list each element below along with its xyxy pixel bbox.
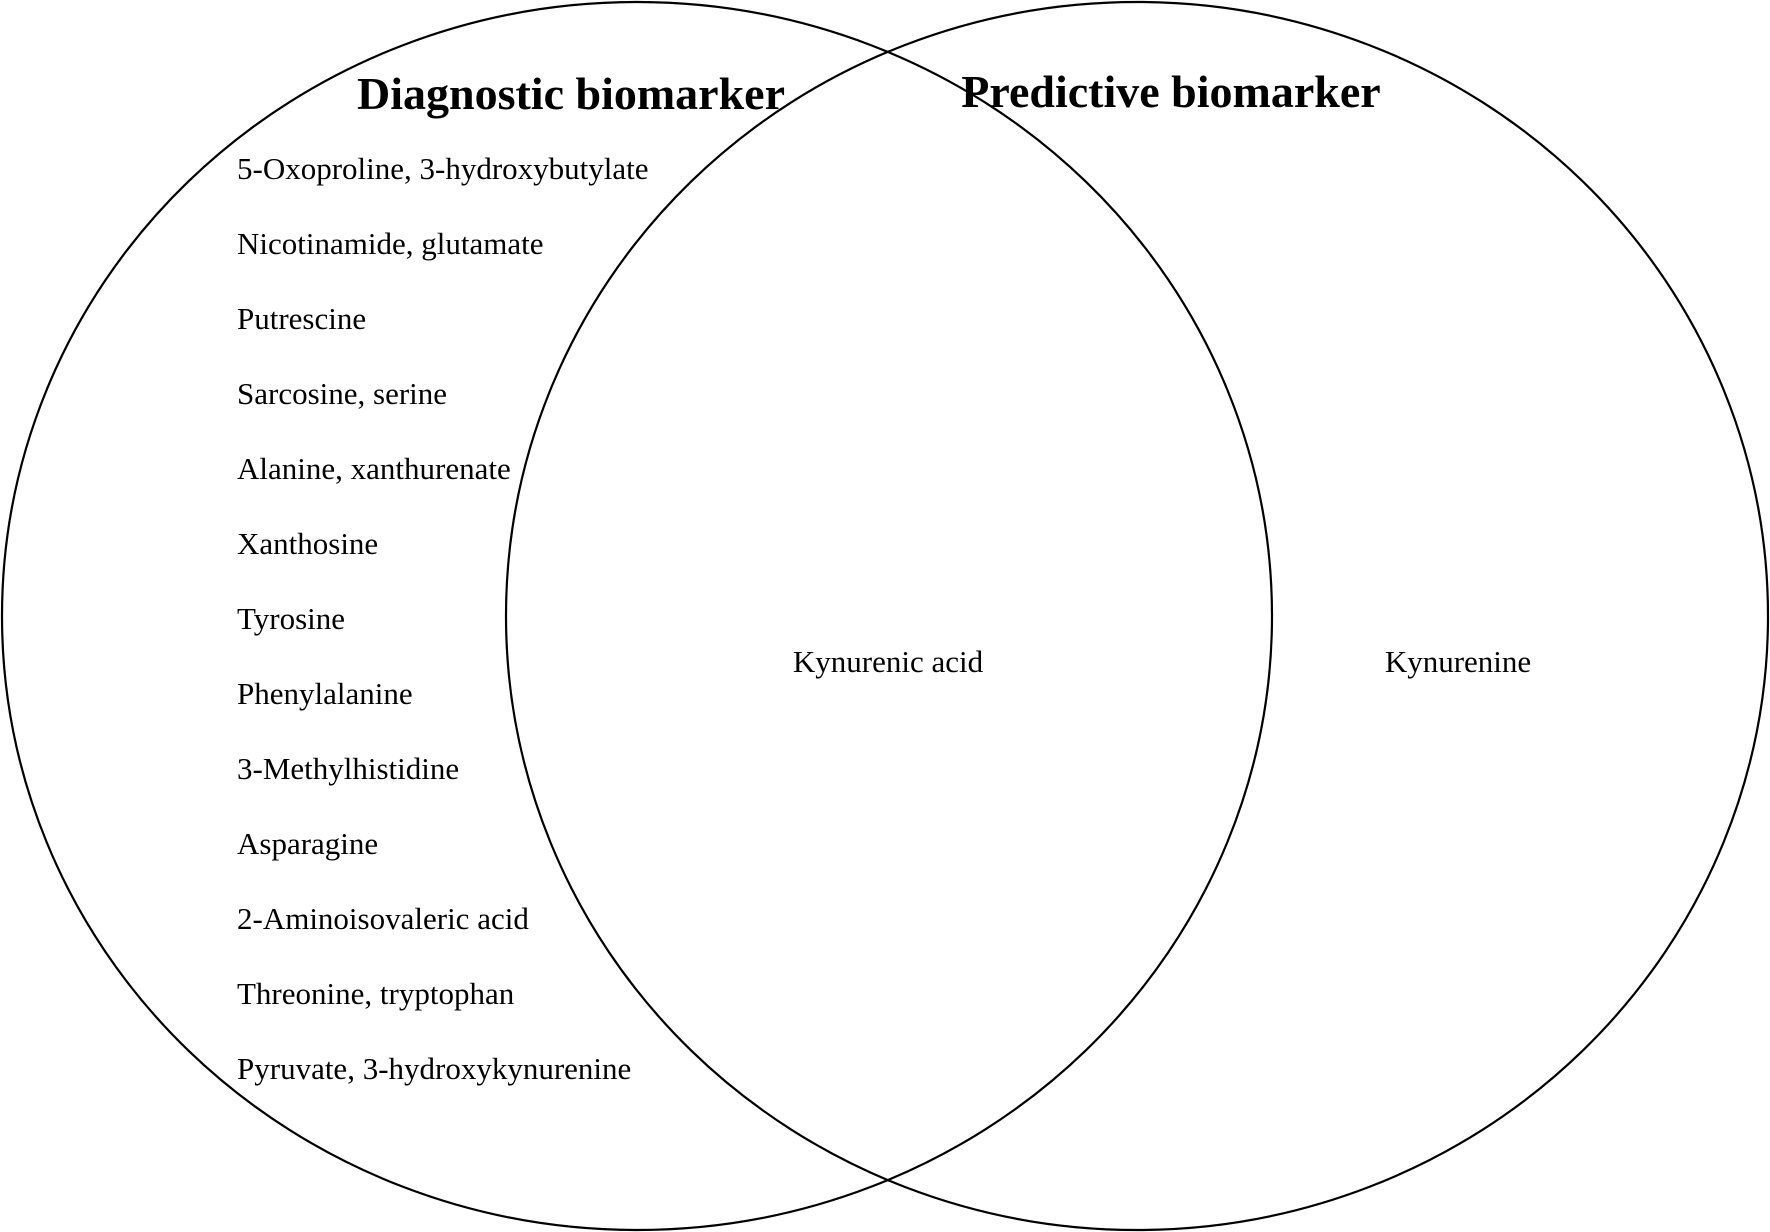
diagnostic-item: 3-Methylhistidine bbox=[237, 751, 459, 786]
diagnostic-item-list: 5-Oxoproline, 3-hydroxybutylate Nicotinam… bbox=[237, 151, 649, 1086]
intersection-item: Kynurenic acid bbox=[793, 644, 984, 679]
diagnostic-circle bbox=[0, 0, 1274, 1232]
diagnostic-item: 2-Aminoisovaleric acid bbox=[237, 901, 529, 936]
diagnostic-item: Phenylalanine bbox=[237, 676, 413, 711]
predictive-title: Predictive biomarker bbox=[961, 66, 1380, 117]
diagnostic-item: Threonine, tryptophan bbox=[237, 976, 515, 1011]
diagnostic-item: Tyrosine bbox=[237, 601, 345, 636]
diagnostic-item: Pyruvate, 3-hydroxykynurenine bbox=[237, 1051, 631, 1086]
diagnostic-item: Xanthosine bbox=[237, 526, 378, 561]
diagnostic-item: Putrescine bbox=[237, 301, 366, 336]
diagnostic-item: Alanine, xanthurenate bbox=[237, 451, 511, 486]
diagnostic-item: Asparagine bbox=[237, 826, 378, 861]
predictive-circle bbox=[504, 0, 1770, 1232]
diagnostic-item: 5-Oxoproline, 3-hydroxybutylate bbox=[237, 151, 649, 186]
diagnostic-title: Diagnostic biomarker bbox=[357, 68, 785, 119]
diagnostic-item: Nicotinamide, glutamate bbox=[237, 226, 543, 261]
predictive-item: Kynurenine bbox=[1385, 644, 1531, 679]
diagnostic-item: Sarcosine, serine bbox=[237, 376, 447, 411]
